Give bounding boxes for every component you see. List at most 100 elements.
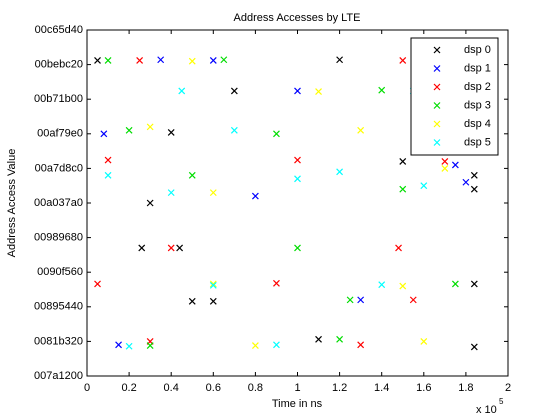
scatter-point xyxy=(441,158,449,165)
scatter-point xyxy=(251,192,259,200)
scatter-point xyxy=(146,123,154,131)
y-tick-label: 00a7d8c0 xyxy=(35,162,83,174)
y-tick-label: 00af79e0 xyxy=(37,128,83,140)
x-multiplier: x 10 xyxy=(476,404,497,416)
scatter-point xyxy=(470,343,478,351)
scatter-point xyxy=(209,57,217,64)
y-tick-label: 007a1200 xyxy=(34,370,83,382)
scatter-point xyxy=(94,280,101,288)
scatter-point xyxy=(395,244,402,252)
scatter-point xyxy=(136,57,144,64)
scatter-point xyxy=(399,158,407,165)
x-tick-label: 1.2 xyxy=(332,382,347,394)
scatter-point xyxy=(420,182,428,190)
y-tick-label: 00c65d40 xyxy=(35,24,83,36)
scatter-point xyxy=(209,280,217,288)
scatter-point xyxy=(273,130,280,138)
scatter-point xyxy=(167,244,175,252)
legend-label: dsp 3 xyxy=(464,99,491,111)
y-tick-label: 00bebc20 xyxy=(35,59,83,71)
x-tick-label: 0.2 xyxy=(121,382,136,394)
y-tick-label: 00b71b00 xyxy=(34,93,83,105)
scatter-point xyxy=(220,56,228,64)
scatter-point xyxy=(399,57,407,64)
x-tick-label: 1.8 xyxy=(458,382,473,394)
scatter-point xyxy=(104,156,112,164)
scatter-point xyxy=(357,126,365,134)
scatter-point xyxy=(399,185,407,193)
scatter-point xyxy=(188,57,196,65)
scatter-point xyxy=(176,244,184,252)
legend-label: dsp 5 xyxy=(464,136,491,148)
scatter-point xyxy=(209,281,217,289)
scatter-point xyxy=(420,337,428,345)
x-tick-label: 1.4 xyxy=(374,382,389,394)
scatter-point xyxy=(188,171,196,179)
scatter-point xyxy=(315,88,322,96)
legend-box xyxy=(410,37,499,156)
scatter-point xyxy=(146,342,154,349)
y-tick-label: 00895440 xyxy=(34,301,83,313)
scatter-point xyxy=(315,335,322,343)
scatter-point xyxy=(441,164,449,172)
legend-marker xyxy=(433,120,441,128)
y-tick-label: 00989680 xyxy=(34,232,83,244)
legend-label: dsp 4 xyxy=(464,118,491,130)
x-tick-label: 0 xyxy=(84,382,90,394)
scatter-point xyxy=(104,57,112,64)
x-axis-label: Time in ns xyxy=(272,398,323,410)
scatter-point xyxy=(178,87,186,95)
scatter-point xyxy=(157,56,165,64)
scatter-point xyxy=(336,168,344,176)
scatter-point xyxy=(125,126,133,134)
x-multiplier-exponent: 5 xyxy=(499,397,504,406)
scatter-point xyxy=(470,185,478,193)
y-tick-label: 0090f560 xyxy=(37,266,83,278)
y-axis-label: Address Access Value xyxy=(6,149,18,258)
scatter-point xyxy=(378,86,386,94)
legend-marker xyxy=(433,46,441,54)
scatter-point xyxy=(470,280,478,288)
scatter-point xyxy=(273,279,280,287)
scatter-point xyxy=(125,342,133,350)
x-tick-label: 0.6 xyxy=(206,382,221,394)
scatter-point xyxy=(409,296,417,304)
scatter-point xyxy=(209,189,217,197)
scatter-point xyxy=(230,87,238,95)
scatter-point xyxy=(357,296,365,304)
scatter-point xyxy=(251,342,259,349)
legend-label: dsp 2 xyxy=(464,81,491,93)
scatter-point xyxy=(336,56,344,64)
legend-marker xyxy=(433,102,441,109)
x-tick-label: 0.8 xyxy=(248,382,263,394)
x-tick-label: 0.4 xyxy=(164,382,179,394)
scatter-point xyxy=(115,341,122,349)
scatter-point xyxy=(294,244,301,252)
scatter-point xyxy=(294,156,301,164)
x-tick-label: 2 xyxy=(505,382,511,394)
scatter-point xyxy=(378,281,386,289)
scatter-point xyxy=(167,128,175,136)
y-tick-label: 00a037a0 xyxy=(34,197,83,209)
scatter-point xyxy=(94,57,101,64)
x-tick-label: 1.6 xyxy=(416,382,431,394)
scatter-point xyxy=(138,244,146,252)
scatter-point xyxy=(104,171,112,179)
y-tick-label: 0081b320 xyxy=(34,335,83,347)
scatter-point xyxy=(209,297,217,305)
chart-title: Address Accesses by LTE xyxy=(234,12,361,24)
scatter-point xyxy=(167,189,175,197)
scatter-point xyxy=(188,297,196,305)
scatter-point xyxy=(100,130,108,138)
scatter-point xyxy=(336,335,344,343)
scatter-point xyxy=(451,161,459,169)
legend-marker xyxy=(433,83,441,91)
scatter-point xyxy=(462,178,470,186)
legend-marker xyxy=(433,65,441,72)
scatter-point xyxy=(230,126,238,134)
scatter-point xyxy=(470,171,478,179)
legend-marker xyxy=(433,139,441,146)
scatter-point xyxy=(294,87,301,95)
x-tick-label: 1 xyxy=(294,382,300,394)
